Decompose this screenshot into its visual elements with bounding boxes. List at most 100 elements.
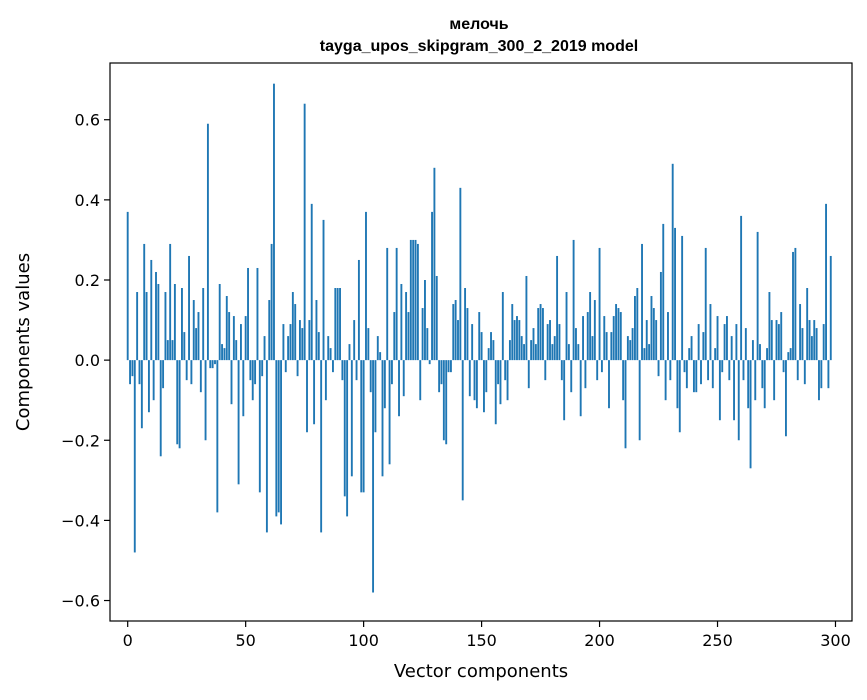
bar-component-105 (374, 360, 377, 433)
bar-component-45 (232, 316, 235, 361)
bar-component-238 (688, 348, 691, 361)
bar-component-181 (553, 336, 556, 361)
chart-subtitle: tayga_upos_skipgram_300_2_2019 model (320, 38, 638, 55)
bar-component-41 (223, 348, 226, 361)
bar-component-266 (754, 360, 757, 401)
bar-component-192 (579, 360, 582, 417)
bar-component-207 (615, 304, 618, 361)
bar-component-97 (355, 360, 358, 381)
bar-component-33 (204, 360, 207, 441)
bar-component-278 (782, 360, 785, 373)
bar-component-35 (209, 360, 212, 369)
y-tick-label: 0.4 (75, 191, 100, 210)
bar-component-96 (353, 320, 356, 361)
bar-component-79 (313, 360, 316, 425)
bar-component-177 (544, 360, 547, 381)
bar-component-237 (685, 360, 688, 389)
bar-component-3 (133, 360, 136, 553)
bar-component-30 (197, 312, 200, 361)
bar-component-158 (499, 360, 502, 405)
bar-component-231 (671, 163, 674, 361)
bar-component-211 (624, 360, 627, 449)
bar-component-272 (768, 292, 771, 361)
bar-component-88 (334, 288, 337, 361)
bar-component-276 (777, 324, 780, 361)
bar-component-291 (813, 320, 816, 361)
bar-component-220 (645, 320, 648, 361)
y-tick-label: −0.2 (61, 431, 100, 450)
bar-component-55 (256, 267, 259, 361)
bar-component-151 (483, 360, 485, 413)
bar-component-122 (414, 239, 417, 361)
bar-component-133 (440, 360, 443, 385)
bar-component-241 (695, 360, 698, 393)
bar-component-83 (322, 219, 325, 361)
bar-component-107 (379, 352, 382, 361)
bar-component-26 (188, 255, 190, 361)
bar-component-25 (185, 360, 188, 381)
bar-component-136 (447, 360, 450, 373)
bar-component-225 (657, 360, 660, 377)
bar-component-260 (740, 215, 743, 361)
bar-component-103 (369, 360, 372, 393)
bar-component-129 (431, 211, 433, 361)
bar-component-76 (306, 360, 308, 433)
bar-component-198 (593, 300, 596, 361)
bar-component-294 (820, 360, 823, 389)
bar-component-16 (164, 292, 167, 361)
bar-component-166 (518, 320, 521, 361)
bar-component-93 (346, 360, 349, 517)
bar-component-296 (825, 203, 827, 361)
bar-component-44 (230, 360, 233, 405)
bar-component-171 (530, 340, 533, 361)
bar-component-182 (556, 255, 559, 361)
bar-component-52 (249, 360, 252, 381)
bar-component-128 (428, 360, 431, 365)
bar-component-173 (534, 344, 537, 361)
bar-component-75 (303, 103, 306, 361)
bar-component-86 (329, 348, 332, 361)
bar-component-189 (572, 239, 575, 361)
bar-component-292 (815, 328, 818, 361)
bar-component-230 (669, 360, 672, 381)
bar-component-275 (775, 320, 778, 361)
bar-component-212 (626, 336, 629, 361)
bar-component-78 (310, 203, 313, 361)
y-tick-label: −0.4 (61, 511, 100, 530)
bar-component-137 (449, 360, 452, 373)
bar-component-194 (584, 360, 587, 389)
bar-component-218 (641, 243, 643, 361)
bar-component-290 (810, 336, 813, 361)
x-axis-label: Vector components (394, 661, 568, 682)
bar-component-60 (268, 300, 271, 361)
bar-component-57 (261, 360, 264, 377)
bar-component-112 (390, 360, 393, 385)
bar-component-184 (560, 360, 563, 381)
bar-component-219 (643, 348, 646, 361)
bar-component-116 (400, 284, 403, 361)
bar-component-226 (659, 271, 662, 361)
bar-component-102 (367, 328, 370, 361)
bar-component-263 (747, 360, 750, 409)
bar-component-148 (475, 360, 478, 409)
bar-component-10 (150, 259, 153, 361)
bar-component-126 (424, 280, 426, 361)
bar-component-68 (287, 336, 290, 361)
bar-component-261 (742, 360, 745, 381)
bar-component-73 (298, 320, 301, 361)
bar-component-222 (650, 296, 653, 361)
bar-component-243 (700, 360, 702, 385)
bar-component-240 (692, 360, 695, 393)
bar-component-161 (506, 360, 509, 401)
bar-component-2 (131, 360, 134, 377)
bar-component-119 (407, 312, 410, 361)
bar-component-104 (372, 360, 375, 593)
bar-component-256 (730, 336, 733, 361)
bar-component-202 (603, 316, 606, 361)
bar-component-142 (461, 360, 464, 501)
bar-component-288 (806, 288, 809, 361)
bar-component-262 (744, 328, 747, 361)
bar-component-251 (718, 360, 721, 421)
bar-component-152 (485, 360, 488, 393)
